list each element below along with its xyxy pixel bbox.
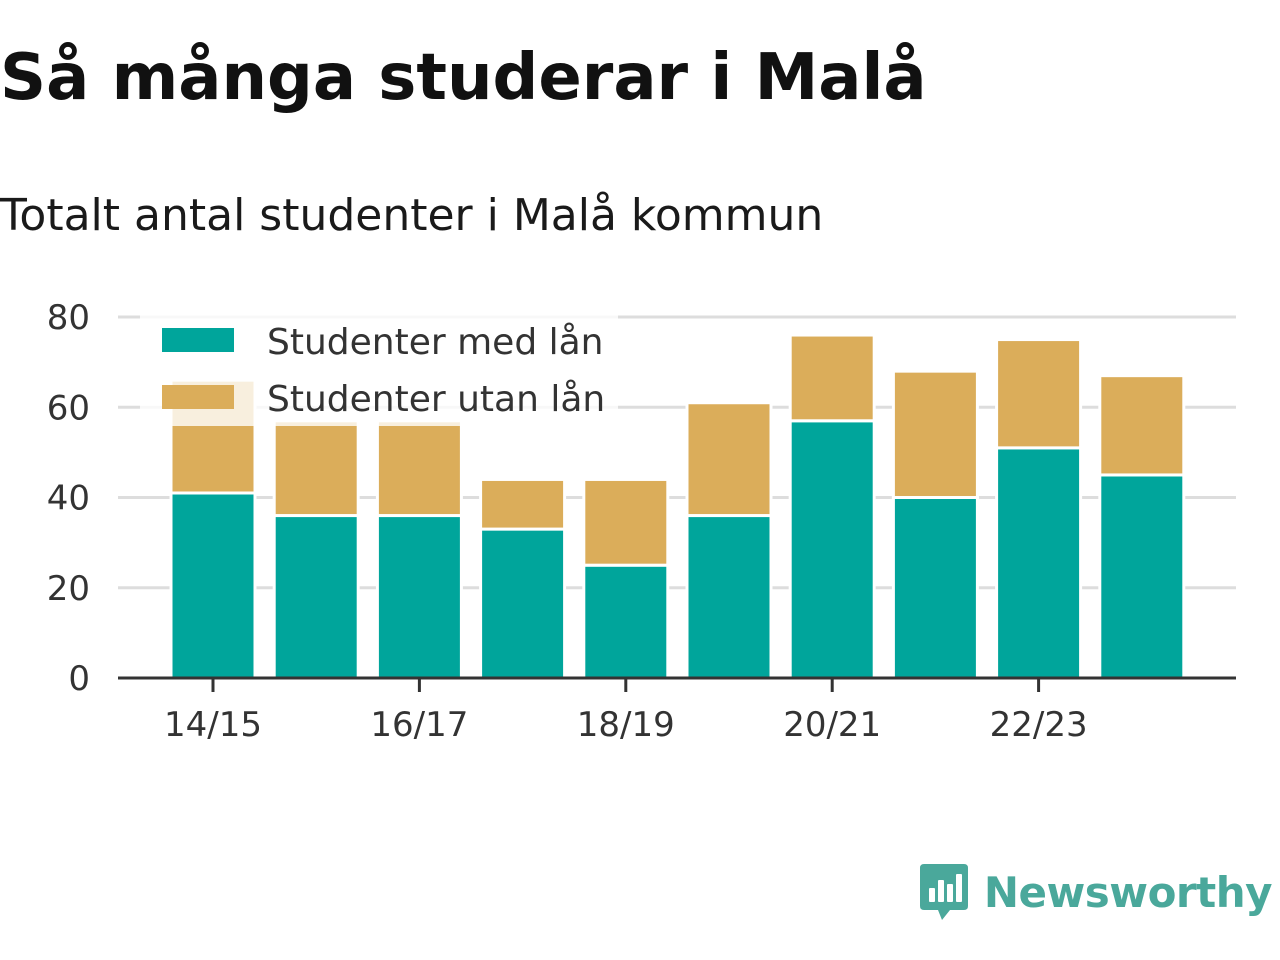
legend-label: Studenter utan lån [267,379,605,420]
x-tick-label: 18/19 [577,705,675,745]
brand-name: Newsworthy [983,867,1273,917]
bars [169,333,1186,680]
newsworthy-logo: Newsworthy [918,862,1273,922]
bar-segment-utan-lan [1098,374,1186,477]
bar-segment-med-lan [169,491,257,680]
axes: 0 20 40 60 80 14/15 16/17 18/19 20/21 22/23 [47,298,1236,745]
bar-segment-med-lan [375,514,463,680]
bar-segment-med-lan [788,419,876,680]
bar-segment-utan-lan [685,401,773,518]
bar-segment-utan-lan [788,333,876,423]
bar-segment-med-lan [582,563,670,680]
bar-segment-med-lan [995,446,1083,680]
x-tick-label: 22/23 [990,705,1088,745]
legend-swatch [162,328,234,352]
chart-title: Så många studerar i Malå [0,41,927,115]
y-tick-label: 20 [47,569,90,609]
bar-segment-med-lan [891,496,979,680]
x-tick-label: 16/17 [370,705,468,745]
bar-segment-utan-lan [272,419,360,518]
legend-label: Studenter med lån [267,322,604,363]
legend: Studenter med lån Studenter utan lån [140,308,618,426]
newsworthy-logo-icon [919,864,968,920]
x-tick-label: 20/21 [783,705,881,745]
bar-segment-utan-lan [995,338,1083,450]
bar-segment-med-lan [272,514,360,680]
legend-swatch [162,385,234,409]
bar-segment-med-lan [685,514,773,680]
bar-segment-utan-lan [582,477,670,567]
bar-segment-utan-lan [479,477,567,531]
stacked-bar-chart: Studenter med lån Studenter utan lån 0 20 4… [47,298,1236,745]
y-tick-label: 80 [47,298,90,338]
y-tick-label: 40 [47,479,90,519]
y-tick-label: 0 [68,659,90,699]
bar-segment-med-lan [1098,473,1186,680]
y-tick-label: 60 [47,388,90,428]
x-tick-label: 14/15 [164,705,262,745]
chart-subtitle: Totalt antal studenter i Malå kommun [0,190,824,241]
bar-segment-utan-lan [375,419,463,518]
bar-segment-utan-lan [891,369,979,499]
bar-segment-med-lan [479,527,567,680]
